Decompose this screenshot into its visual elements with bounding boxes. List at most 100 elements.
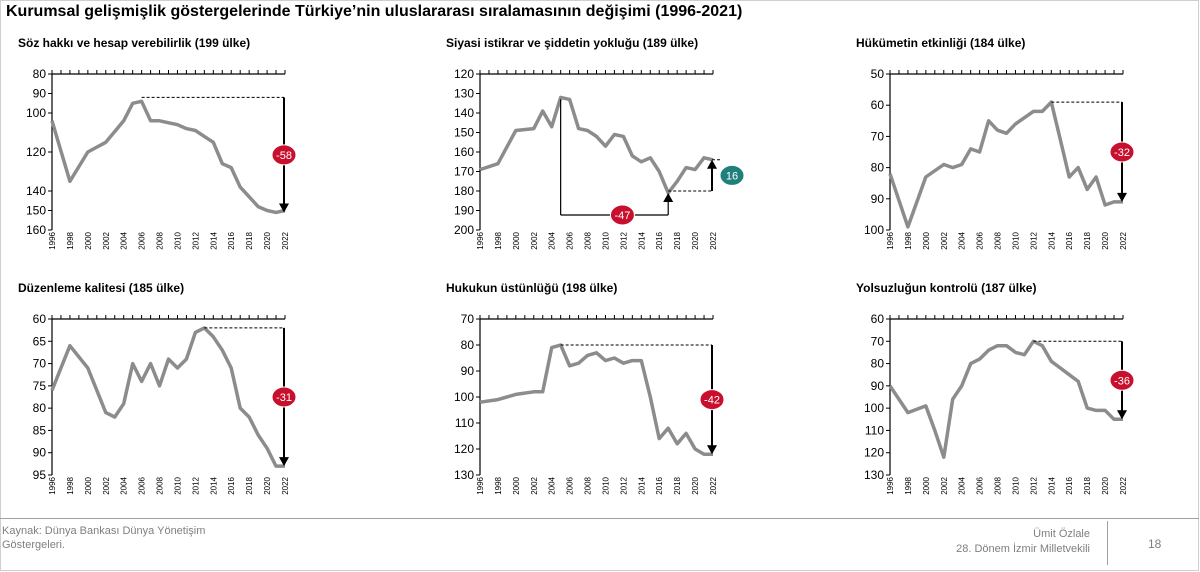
y-tick-label: 140 — [454, 106, 474, 120]
author-name: Ümit Özlale — [1033, 528, 1090, 540]
x-tick-label: 2002 — [940, 231, 949, 249]
x-tick-label: 2016 — [227, 231, 236, 249]
source-line: Göstergeleri. — [2, 539, 65, 551]
x-tick-label: 2012 — [1029, 231, 1038, 249]
y-tick-label: 80 — [871, 161, 885, 175]
rise-badge-label: 16 — [726, 170, 738, 182]
drop-arrow-head — [663, 193, 674, 202]
x-tick-label: 1998 — [494, 231, 503, 249]
x-tick-label: 2014 — [637, 231, 646, 249]
x-tick-label: 2014 — [209, 476, 218, 494]
x-tick-label: 2006 — [138, 476, 147, 494]
change-badge-circle — [1109, 141, 1135, 163]
x-tick-label: 2016 — [1065, 476, 1074, 494]
y-tick-label: 80 — [871, 357, 885, 371]
x-tick-label: 2002 — [940, 476, 949, 494]
y-tick-label: 95 — [33, 468, 47, 482]
y-tick-label: 120 — [26, 145, 46, 159]
y-tick-label: 90 — [33, 446, 47, 460]
chart-panel-government-effectiveness: Hükümetin etkinliği (184 ülke) 50 60 70 80 9… — [838, 36, 1200, 291]
x-tick-label: 2004 — [120, 476, 129, 494]
y-tick-label: 200 — [454, 223, 474, 237]
x-tick-label: 2010 — [173, 476, 182, 494]
x-tick-label: 2002 — [530, 231, 539, 249]
y-tick-label: 80 — [33, 67, 47, 81]
series-line — [479, 95, 714, 195]
x-tick-label: 2006 — [976, 476, 985, 494]
x-tick-label: 1998 — [494, 476, 503, 494]
change-badge-circle — [271, 386, 297, 408]
chart-title: Hükümetin etkinliği (184 ülke) — [856, 36, 1026, 50]
footer-divider — [0, 518, 1199, 519]
x-tick-label: 2006 — [566, 476, 575, 494]
y-tick-label: 130 — [454, 87, 474, 101]
y-tick-label: 90 — [33, 87, 47, 101]
x-tick-label: 2008 — [584, 476, 593, 494]
x-tick-label: 2008 — [994, 476, 1003, 494]
y-tick-label: 110 — [865, 423, 884, 437]
y-tick-label: 150 — [26, 204, 46, 218]
x-tick-label: 1996 — [48, 476, 57, 494]
rise-arrow-head — [707, 159, 717, 169]
x-tick-label: 2004 — [958, 476, 967, 494]
x-tick-label: 2014 — [1047, 231, 1056, 249]
chart-panel-rule-of-law: Hukukun üstünlüğü (198 ülke) 70 80 90 100 11… — [428, 281, 808, 536]
x-tick-label: 2020 — [263, 231, 272, 249]
change-badge-circle — [271, 144, 297, 166]
chart-title: Düzenleme kalitesi (185 ülke) — [18, 281, 185, 295]
y-tick-label: 60 — [33, 312, 47, 326]
y-tick-label: 75 — [33, 379, 47, 393]
x-tick-label: 2012 — [191, 476, 200, 494]
y-tick-label: 120 — [454, 442, 474, 456]
change-badge-circle — [699, 389, 725, 411]
x-tick-label: 2018 — [673, 231, 682, 249]
series-line — [50, 99, 286, 215]
change-badge-label: -31 — [276, 392, 292, 404]
x-tick-label: 2018 — [1083, 476, 1092, 494]
y-tick-label: 60 — [871, 98, 885, 112]
x-tick-label: 2018 — [673, 476, 682, 494]
change-badge-label: -32 — [1114, 147, 1130, 159]
change-arrow-head — [1117, 410, 1127, 420]
x-tick-label: 2020 — [263, 476, 272, 494]
footer-vertical-divider — [1107, 521, 1108, 565]
y-tick-label: 190 — [454, 204, 474, 218]
x-tick-label: 2008 — [994, 231, 1003, 249]
x-tick-label: 2016 — [1065, 231, 1074, 249]
x-tick-label: 2012 — [1029, 476, 1038, 494]
y-tick-label: 100 — [864, 401, 884, 415]
chart-panel-voice-accountability: Söz hakkı ve hesap verebilirlik (199 ülk… — [0, 36, 380, 291]
x-tick-label: 2022 — [281, 476, 290, 494]
x-tick-label: 2014 — [209, 231, 218, 249]
change-arrow-head — [279, 457, 289, 467]
y-tick-label: 90 — [871, 192, 885, 206]
x-tick-label: 1998 — [904, 476, 913, 494]
x-tick-label: 2022 — [281, 231, 290, 249]
x-tick-label: 2022 — [1119, 476, 1128, 494]
main-title: Kurumsal gelişmişlik göstergelerinde Tür… — [6, 3, 743, 20]
change-arrow-head — [279, 203, 289, 213]
x-tick-label: 2022 — [709, 476, 718, 494]
x-tick-label: 2004 — [120, 231, 129, 249]
y-tick-label: 120 — [454, 67, 474, 81]
x-tick-label: 2002 — [530, 476, 539, 494]
x-tick-label: 2000 — [84, 231, 93, 249]
x-tick-label: 2000 — [512, 476, 521, 494]
x-tick-label: 2008 — [156, 476, 165, 494]
x-tick-label: 2000 — [84, 476, 93, 494]
x-tick-label: 2004 — [548, 231, 557, 249]
y-tick-label: 85 — [33, 423, 47, 437]
x-tick-label: 2018 — [245, 476, 254, 494]
chart-title: Hukukun üstünlüğü (198 ülke) — [446, 281, 618, 295]
chart-title: Yolsuzluğun kontrolü (187 ülke) — [856, 281, 1037, 295]
x-tick-label: 2012 — [619, 231, 628, 249]
y-tick-label: 130 — [864, 468, 884, 482]
y-tick-label: 90 — [461, 364, 475, 378]
y-tick-label: 60 — [871, 312, 885, 326]
